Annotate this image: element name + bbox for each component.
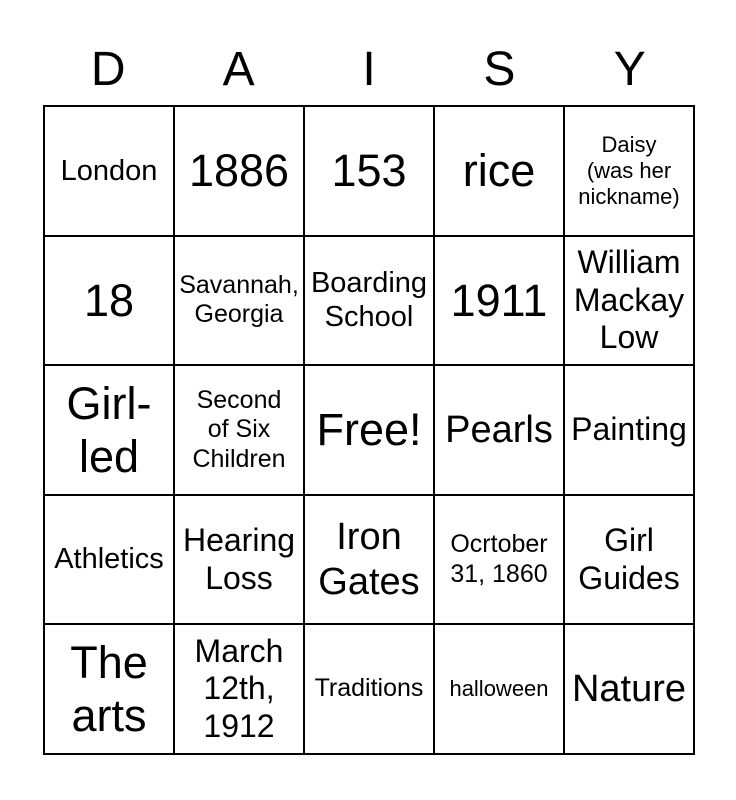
header-letter-s: S	[483, 43, 516, 96]
header-letter-a: A	[222, 43, 255, 96]
bingo-cell-r3-c3-free-space[interactable]: Free!	[305, 366, 433, 494]
bingo-cell-r5-c5[interactable]: Nature	[565, 625, 693, 753]
bingo-cell-r4-c3[interactable]: Iron Gates	[305, 495, 433, 624]
bingo-cell-r3-c2[interactable]: Second of Six Children	[175, 366, 303, 494]
bingo-cell-r4-c5[interactable]: Girl Guides	[565, 495, 693, 624]
bingo-cell-r4-c2[interactable]: Hearing Loss	[175, 495, 303, 624]
bingo-cell-r1-c2[interactable]: 1886	[175, 107, 303, 235]
bingo-cell-r3-c5[interactable]: Painting	[565, 366, 693, 494]
bingo-cell-r5-c2[interactable]: March 12th, 1912	[175, 625, 303, 753]
bingo-cell-r5-c3[interactable]: Traditions	[305, 625, 433, 753]
bingo-cell-r2-c2[interactable]: Savannah, Georgia	[175, 236, 303, 365]
bingo-grid: London 1886 153 rice Daisy (was her nick…	[43, 105, 695, 755]
bingo-cell-r2-c1[interactable]: 18	[45, 236, 173, 365]
header-letter-i: I	[362, 43, 376, 96]
bingo-cell-r3-c4[interactable]: Pearls	[435, 366, 563, 494]
bingo-cell-r1-c4[interactable]: rice	[435, 107, 563, 235]
bingo-cell-r2-c5[interactable]: William Mackay Low	[565, 236, 693, 365]
bingo-cell-r5-c4[interactable]: halloween	[435, 625, 563, 753]
header-letter-y: Y	[613, 43, 646, 96]
bingo-cell-r4-c4[interactable]: Ocrtober 31, 1860	[435, 495, 563, 624]
bingo-cell-r2-c4[interactable]: 1911	[435, 236, 563, 365]
bingo-cell-r2-c3[interactable]: Boarding School	[305, 236, 433, 365]
bingo-cell-r1-c3[interactable]: 153	[305, 107, 433, 235]
bingo-cell-r3-c1[interactable]: Girl- led	[45, 366, 173, 494]
bingo-cell-r1-c1[interactable]: London	[45, 107, 173, 235]
bingo-cell-r5-c1[interactable]: The arts	[45, 625, 173, 753]
bingo-cell-r1-c5[interactable]: Daisy (was her nickname)	[565, 107, 693, 235]
bingo-header: D A I S Y	[43, 40, 695, 100]
bingo-cell-r4-c1[interactable]: Athletics	[45, 495, 173, 624]
header-letter-d: D	[90, 43, 126, 96]
